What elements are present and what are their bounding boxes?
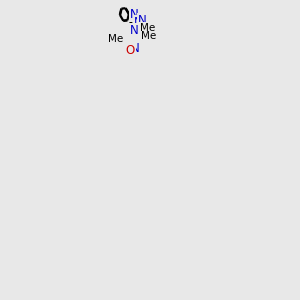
Text: Me: Me: [141, 31, 156, 41]
Text: N: N: [131, 42, 140, 55]
Text: N: N: [130, 8, 138, 21]
Text: Me: Me: [140, 23, 155, 33]
Text: N: N: [138, 14, 147, 27]
Text: Me: Me: [108, 34, 123, 44]
Text: N: N: [134, 16, 143, 28]
Text: O: O: [125, 44, 135, 57]
Text: N: N: [130, 24, 139, 37]
